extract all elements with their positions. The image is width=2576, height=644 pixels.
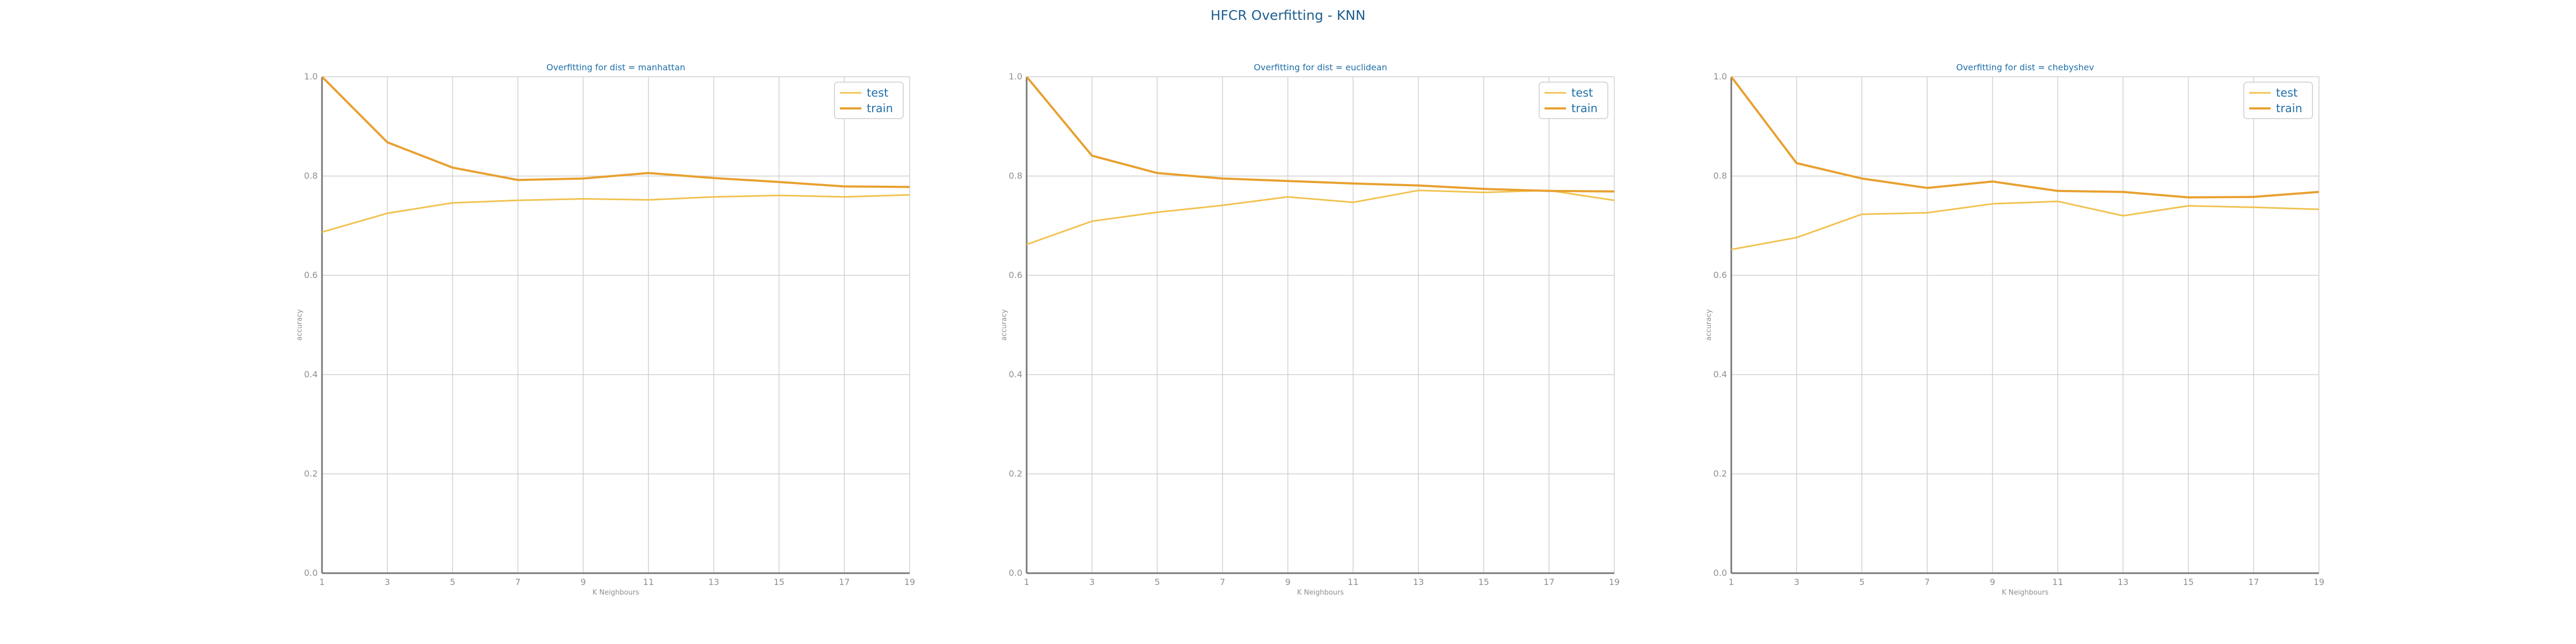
x-tick-label: 7 bbox=[1220, 577, 1225, 587]
y-tick-label: 0.2 bbox=[1714, 469, 1727, 479]
legend-label-test: test bbox=[867, 86, 888, 99]
chart-panel-1: 1 3 5 7 9 11 13 15 17 190.00.20.40.60.81.0Overfit… bbox=[296, 62, 915, 597]
y-tick-label: 1.0 bbox=[1714, 71, 1727, 82]
series-line-train bbox=[1730, 76, 2319, 199]
x-tick-label: 5 bbox=[1859, 577, 1864, 587]
figure-title: HFCR Overfitting - KNN bbox=[1210, 8, 1366, 23]
legend: test train bbox=[834, 82, 904, 119]
y-tick-label: 0.6 bbox=[1714, 270, 1727, 280]
series-line-test bbox=[1731, 200, 2319, 251]
y-tick-label: 1.0 bbox=[1009, 71, 1022, 82]
subplot-title: Overfitting for dist = chebyshev bbox=[1956, 62, 2094, 72]
series-line-test bbox=[1026, 189, 1615, 246]
y-tick-label: 0.8 bbox=[1714, 171, 1727, 181]
x-tick-label: 19 bbox=[904, 577, 915, 587]
y-axis-label: accuracy bbox=[296, 309, 304, 341]
subplot-title: Overfitting for dist = manhattan bbox=[546, 62, 685, 72]
y-tick-label: 0.4 bbox=[1714, 369, 1727, 379]
x-axis-label: K Neighbours bbox=[592, 589, 639, 597]
x-tick-label: 15 bbox=[1478, 577, 1489, 587]
y-tick-label: 0.8 bbox=[1009, 171, 1022, 181]
x-tick-label: 3 bbox=[1089, 577, 1095, 587]
y-tick-label: 0.4 bbox=[1009, 369, 1022, 379]
y-axis-label: accuracy bbox=[1000, 309, 1008, 341]
x-tick-label: 13 bbox=[2118, 577, 2128, 587]
x-tick-label: 1 bbox=[1729, 577, 1734, 587]
legend-label-train: train bbox=[1571, 102, 1598, 115]
x-tick-label: 9 bbox=[1990, 577, 1995, 587]
subplot-title: Overfitting for dist = euclidean bbox=[1254, 62, 1387, 72]
x-tick-label: 9 bbox=[581, 577, 586, 587]
x-tick-label: 1 bbox=[319, 577, 325, 587]
y-tick-label: 0.0 bbox=[1714, 568, 1727, 578]
x-tick-label: 13 bbox=[708, 577, 719, 587]
legend-label-train: train bbox=[2276, 102, 2302, 115]
y-tick-label: 0.6 bbox=[1009, 270, 1022, 280]
y-tick-label: 0.8 bbox=[304, 171, 318, 181]
legend: test train bbox=[1539, 82, 1608, 119]
y-tick-label: 0.0 bbox=[1009, 568, 1022, 578]
x-tick-label: 1 bbox=[1024, 577, 1029, 587]
legend: test train bbox=[2243, 82, 2313, 119]
x-tick-label: 15 bbox=[773, 577, 784, 587]
y-tick-label: 0.6 bbox=[304, 270, 318, 280]
x-tick-label: 5 bbox=[450, 577, 455, 587]
x-tick-label: 11 bbox=[2052, 577, 2063, 587]
y-tick-label: 0.2 bbox=[304, 469, 318, 479]
legend-label-test: test bbox=[2276, 86, 2297, 99]
legend-label-train: train bbox=[867, 102, 893, 115]
x-tick-label: 15 bbox=[2183, 577, 2193, 587]
x-tick-label: 11 bbox=[1348, 577, 1358, 587]
y-tick-label: 1.0 bbox=[304, 71, 318, 82]
series-line-train bbox=[321, 76, 910, 188]
x-tick-label: 17 bbox=[839, 577, 850, 587]
x-tick-label: 17 bbox=[2248, 577, 2259, 587]
y-tick-label: 0.2 bbox=[1009, 469, 1022, 479]
series-line-train bbox=[1026, 76, 1615, 193]
chart-panel-2: 1 3 5 7 9 11 13 15 17 190.00.20.40.60.81.0Overfit… bbox=[1000, 62, 1620, 597]
x-tick-label: 17 bbox=[1543, 577, 1554, 587]
x-tick-label: 7 bbox=[515, 577, 521, 587]
x-tick-label: 5 bbox=[1154, 577, 1160, 587]
legend-label-test: test bbox=[1571, 86, 1593, 99]
x-tick-label: 11 bbox=[643, 577, 654, 587]
x-tick-label: 3 bbox=[1794, 577, 1799, 587]
x-tick-label: 9 bbox=[1285, 577, 1291, 587]
x-axis-label: K Neighbours bbox=[1297, 589, 1344, 597]
x-tick-label: 19 bbox=[2314, 577, 2324, 587]
y-axis-label: accuracy bbox=[1705, 309, 1713, 341]
y-tick-label: 0.0 bbox=[304, 568, 318, 578]
x-tick-label: 3 bbox=[385, 577, 390, 587]
x-tick-label: 19 bbox=[1609, 577, 1620, 587]
x-tick-label: 7 bbox=[1924, 577, 1930, 587]
x-axis-label: K Neighbours bbox=[2002, 589, 2048, 597]
chart-panel-3: 1 3 5 7 9 11 13 15 17 190.00.20.40.60.81.0Overfit… bbox=[1705, 62, 2324, 597]
y-tick-label: 0.4 bbox=[304, 369, 318, 379]
series-line-test bbox=[321, 194, 910, 233]
x-tick-label: 13 bbox=[1413, 577, 1424, 587]
